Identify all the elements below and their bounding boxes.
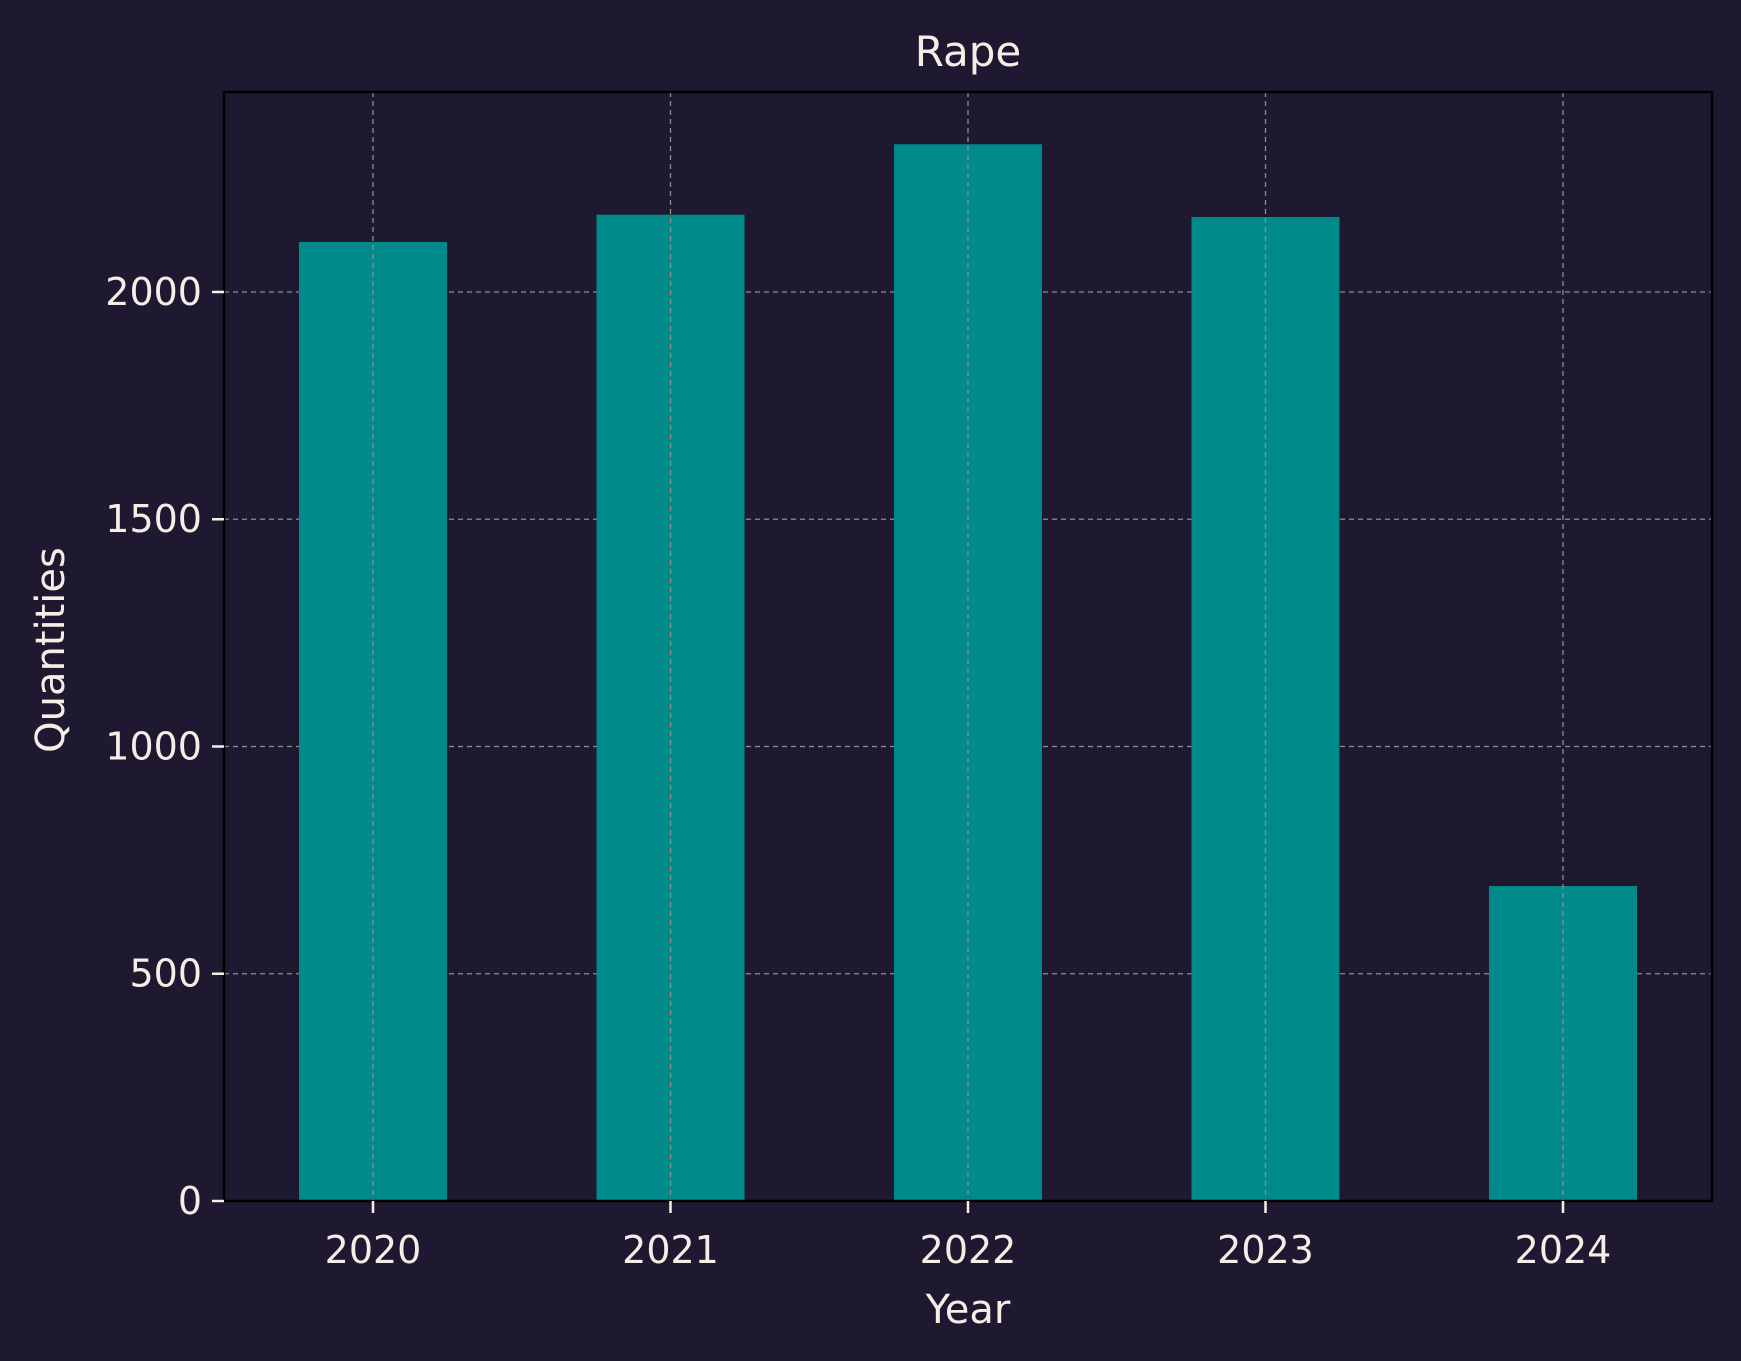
x-tick-label: 2024 <box>1515 1228 1612 1272</box>
y-tick-label: 2000 <box>105 270 202 314</box>
y-tick-label: 0 <box>178 1179 202 1223</box>
x-tick-label: 2023 <box>1217 1228 1314 1272</box>
ticks: 0 500 1000 1500 2000 2020 2021 2022 2023 2024 <box>105 270 1611 1272</box>
y-tick-label: 500 <box>129 952 202 996</box>
vertical-grid <box>372 92 1564 1201</box>
y-tick-label: 1000 <box>105 724 202 768</box>
bars <box>299 144 1637 1202</box>
chart-title: Rape <box>915 27 1022 76</box>
grid <box>224 291 1712 975</box>
x-axis-label: Year <box>925 1287 1011 1333</box>
x-tick-label: 2021 <box>622 1228 719 1272</box>
y-axis-label: Quantities <box>28 547 74 753</box>
x-tick-label: 2022 <box>920 1228 1017 1272</box>
y-tick-label: 1500 <box>105 497 202 541</box>
x-tick-label: 2020 <box>325 1228 422 1272</box>
